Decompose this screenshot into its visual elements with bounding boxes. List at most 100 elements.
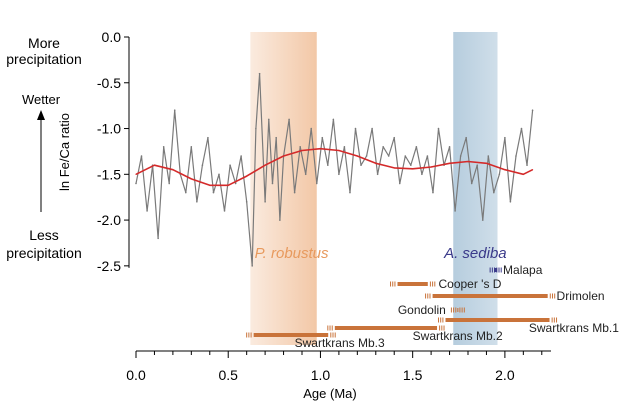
smooth-point — [356, 155, 358, 157]
raw-point — [376, 173, 379, 176]
raw-point — [229, 164, 231, 166]
raw-point — [275, 136, 277, 139]
smooth-point — [319, 148, 322, 150]
smooth-point — [412, 168, 414, 170]
smooth-point — [264, 164, 266, 166]
raw-point — [201, 164, 204, 166]
raw-point — [343, 146, 346, 148]
bands-layer: P. robustus A. sediba — [250, 32, 507, 345]
raw-series-layer — [135, 72, 534, 267]
y-tick-label: -1.5 — [97, 166, 121, 182]
raw-point — [288, 118, 290, 121]
raw-point — [349, 191, 351, 194]
raw-point — [493, 191, 495, 194]
raw-point — [415, 146, 418, 148]
y-tick-label: -2.0 — [97, 212, 121, 228]
smooth-point — [338, 149, 340, 152]
smooth-point — [448, 162, 451, 164]
site-label: Drimolen — [557, 289, 605, 303]
raw-point — [327, 164, 329, 166]
raw-point — [398, 182, 401, 185]
site-label: Malapa — [503, 263, 543, 277]
smooth-point — [485, 162, 488, 164]
smooth-point — [504, 169, 506, 171]
smooth-point — [430, 166, 432, 168]
raw-point — [387, 155, 390, 157]
smooth-point — [467, 160, 469, 163]
raw-point — [271, 182, 274, 185]
raw-point — [293, 191, 296, 194]
annotation-more-line2: precipitation — [6, 51, 82, 67]
smooth-point — [531, 169, 534, 171]
raw-point — [168, 182, 170, 185]
raw-point — [212, 191, 215, 194]
site-label: Swartkrans Mb.3 — [295, 336, 385, 350]
raw-point — [315, 182, 318, 185]
smooth-point — [153, 164, 156, 166]
raw-point — [481, 219, 484, 221]
band-a-sediba — [453, 32, 498, 345]
raw-point — [157, 237, 159, 240]
smooth-point — [227, 184, 229, 186]
raw-point — [173, 109, 176, 112]
site-label: Gondolin — [398, 303, 446, 317]
raw-point — [140, 155, 143, 157]
x-tick-label: 1.0 — [311, 367, 331, 383]
raw-point — [338, 173, 340, 176]
raw-point — [365, 155, 368, 157]
raw-point — [207, 136, 209, 139]
y-axis-label: ln Fe/Ca ratio — [57, 113, 72, 191]
raw-point — [509, 200, 512, 203]
raw-point — [470, 182, 473, 185]
raw-point — [255, 127, 257, 130]
raw-point — [526, 164, 528, 166]
raw-point — [360, 164, 362, 166]
raw-point — [321, 136, 324, 139]
raw-point — [268, 118, 270, 121]
raw-point — [146, 210, 148, 212]
raw-point — [520, 127, 523, 130]
y-tick-label: 0.0 — [102, 29, 122, 45]
raw-point — [240, 155, 242, 157]
smooth-point — [246, 175, 248, 177]
smooth-point — [135, 173, 137, 175]
raw-point — [218, 173, 220, 176]
y-tick-label: -2.5 — [97, 258, 121, 274]
smooth-point — [522, 173, 524, 175]
site-label: Cooper 's D — [438, 277, 501, 291]
annotation-less-line2: precipitation — [6, 245, 82, 261]
smooth-point — [282, 155, 285, 157]
x-tick-label: 0.5 — [218, 367, 238, 383]
smooth-point — [301, 149, 303, 152]
raw-point — [465, 136, 467, 139]
raw-point — [310, 127, 313, 130]
axes-layer: 0.0 -0.5 -1.0 -1.5 -2.0 -2.5 0.0 0.5 1.0 1.5 2.0 — [97, 29, 551, 383]
raw-point — [162, 146, 165, 148]
raw-point — [476, 164, 479, 166]
raw-point — [393, 136, 396, 139]
band-p-robustus — [250, 32, 317, 345]
raw-point — [245, 200, 248, 203]
raw-point — [515, 155, 517, 157]
x-axis-label: Age (Ma) — [303, 386, 356, 401]
smooth-series-layer — [135, 147, 534, 187]
site-label: Swartkrans Mb.2 — [413, 329, 503, 343]
raw-point — [264, 200, 266, 203]
raw-point — [196, 200, 198, 203]
raw-point — [504, 136, 506, 139]
raw-point — [234, 182, 237, 185]
raw-point — [382, 146, 384, 148]
raw-point — [454, 210, 456, 212]
raw-point — [498, 173, 501, 176]
raw-point — [448, 146, 451, 148]
raw-point — [371, 127, 373, 130]
raw-point — [190, 146, 193, 148]
raw-point — [135, 182, 137, 185]
raw-point — [185, 191, 187, 194]
raw-point — [279, 219, 281, 221]
smooth-point — [375, 162, 377, 164]
raw-point — [332, 118, 335, 121]
